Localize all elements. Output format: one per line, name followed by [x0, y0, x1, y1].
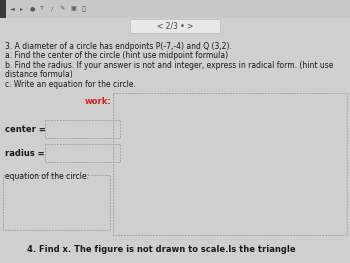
Text: ▸: ▸ — [20, 7, 23, 12]
Bar — [0, 0, 350, 18]
Text: T: T — [40, 7, 44, 12]
Bar — [45, 144, 120, 162]
Text: distance formula): distance formula) — [5, 70, 73, 79]
Text: equation of the circle:: equation of the circle: — [5, 172, 89, 181]
Text: work:: work: — [85, 97, 112, 106]
Bar — [130, 19, 220, 33]
Text: ✎: ✎ — [60, 7, 65, 12]
Text: a. Find the center of the circle (hint use midpoint formula): a. Find the center of the circle (hint u… — [5, 52, 228, 60]
Text: ●: ● — [29, 7, 35, 12]
Bar — [113, 93, 347, 235]
Text: radius =: radius = — [5, 149, 45, 158]
Bar — [45, 120, 120, 138]
Text: 3. A diameter of a circle has endpoints P(-7,-4) and Q (3,2).: 3. A diameter of a circle has endpoints … — [5, 42, 232, 51]
Text: 4. Find x. The figure is not drawn to scale.Is the triangle: 4. Find x. The figure is not drawn to sc… — [27, 245, 296, 254]
Text: /: / — [51, 7, 53, 12]
Text: c. Write an equation for the circle.: c. Write an equation for the circle. — [5, 80, 136, 89]
Bar — [0, 0, 6, 18]
Text: ◄: ◄ — [10, 7, 14, 12]
Text: ▣: ▣ — [70, 7, 76, 12]
Text: ⬛: ⬛ — [82, 6, 86, 12]
Text: center =: center = — [5, 124, 46, 134]
Bar — [3, 175, 110, 230]
Text: b. Find the radius. If your answer is not and integer, express in radical form. : b. Find the radius. If your answer is no… — [5, 61, 333, 70]
Text: < 2/3 • >: < 2/3 • > — [157, 22, 193, 31]
